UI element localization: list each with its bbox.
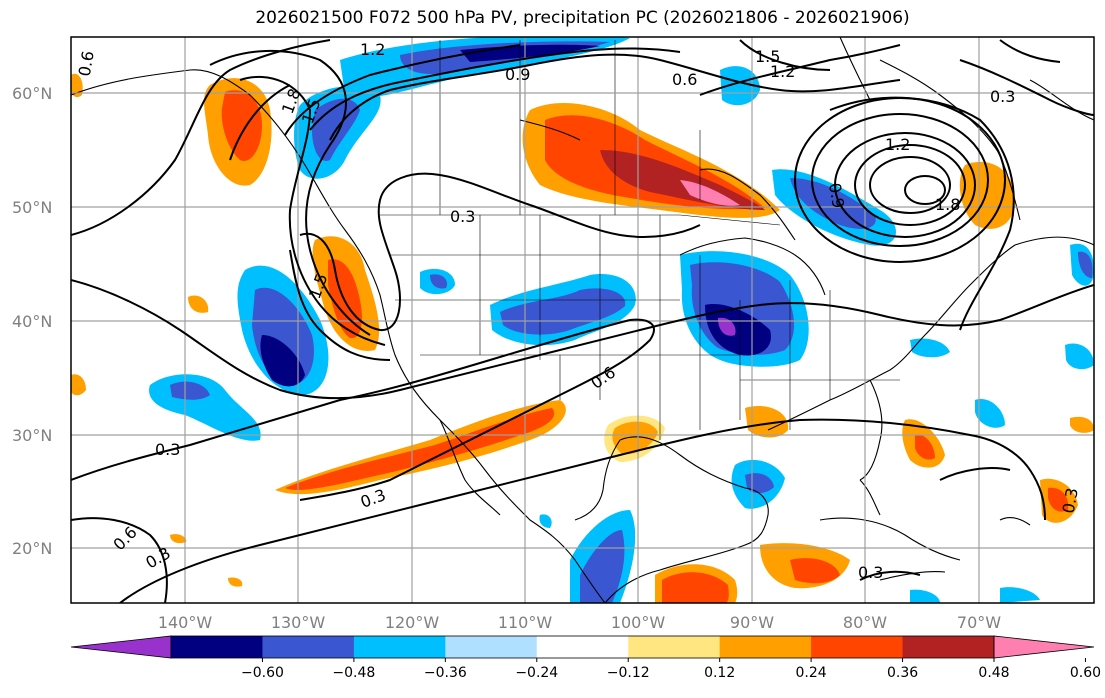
svg-text:0.6: 0.6 — [75, 49, 98, 77]
lon-axis: 140°W 130°W 120°W 110°W 100°W 90°W 80°W … — [158, 613, 1001, 632]
map-border — [70, 36, 1095, 604]
colorbar-tick-label: −0.60 — [241, 665, 284, 681]
lon-tick: 110°W — [498, 613, 553, 632]
state-borders — [380, 40, 900, 440]
colorbar-tick-label: 0.60 — [1070, 665, 1101, 681]
svg-text:1.8: 1.8 — [935, 195, 960, 214]
colorbar-bin — [719, 636, 812, 658]
lon-tick: 140°W — [158, 613, 213, 632]
lat-axis: 60°N 50°N 40°N 30°N 20°N — [12, 84, 52, 558]
colorbar-bin — [811, 636, 904, 658]
colorbar-tick-label: 0.36 — [887, 665, 918, 681]
chart-title: 2026021500 F072 500 hPa PV, precipitatio… — [255, 8, 910, 28]
colorbar-bin — [536, 636, 629, 658]
svg-text:0.3: 0.3 — [858, 563, 883, 582]
lon-tick: 90°W — [730, 613, 774, 632]
lon-tick: 100°W — [611, 613, 666, 632]
svg-text:0.6: 0.6 — [672, 70, 697, 89]
lat-tick: 50°N — [12, 198, 52, 217]
lat-tick: 40°N — [12, 312, 52, 331]
lat-tick: 20°N — [12, 539, 52, 558]
colorbar-tick-label: 0.48 — [978, 665, 1009, 681]
svg-text:1.2: 1.2 — [770, 62, 795, 81]
svg-text:0.3: 0.3 — [990, 87, 1015, 106]
svg-text:1.2: 1.2 — [360, 40, 385, 59]
colorbar-bin — [628, 636, 721, 658]
colorbar-tick-label: −0.12 — [607, 665, 650, 681]
colorbar-tick-label: −0.24 — [515, 665, 558, 681]
lon-tick: 120°W — [385, 613, 440, 632]
svg-text:0.3: 0.3 — [450, 207, 475, 226]
coastlines — [71, 37, 1094, 603]
colorbar-tick-label: −0.36 — [424, 665, 467, 681]
colorbar-tick-label: −0.48 — [332, 665, 375, 681]
anomaly-negative-hudson — [720, 66, 760, 106]
svg-text:1.2: 1.2 — [885, 135, 910, 154]
colorbar-tick-label: 0.12 — [704, 665, 735, 681]
graticule — [71, 37, 1094, 603]
svg-text:0.9: 0.9 — [825, 181, 848, 209]
colorbar: −0.60 −0.48 −0.36 −0.24 −0.12 0.12 0.24 0.36 0.4… — [70, 635, 1101, 681]
lat-tick: 30°N — [12, 426, 52, 445]
svg-text:1.5: 1.5 — [755, 47, 780, 66]
colorbar-tick-label: 0.24 — [796, 665, 827, 681]
colorbar-bin — [353, 636, 446, 658]
colorbar-bin — [902, 636, 995, 658]
colorbar-extend-low — [70, 635, 172, 659]
lon-tick: 130°W — [271, 613, 326, 632]
lon-tick: 80°W — [843, 613, 887, 632]
colorbar-extend-high — [993, 635, 1095, 659]
colorbar-bin — [445, 636, 538, 658]
svg-text:0.3: 0.3 — [1059, 486, 1082, 514]
colorbar-outline — [170, 635, 995, 659]
pv-contours — [71, 39, 1094, 603]
colorbar-bin — [171, 636, 263, 658]
lon-tick: 70°W — [957, 613, 1001, 632]
lat-tick: 60°N — [12, 84, 52, 103]
svg-text:0.3: 0.3 — [155, 440, 180, 459]
svg-text:0.9: 0.9 — [505, 65, 530, 84]
colorbar-bin — [262, 636, 355, 658]
